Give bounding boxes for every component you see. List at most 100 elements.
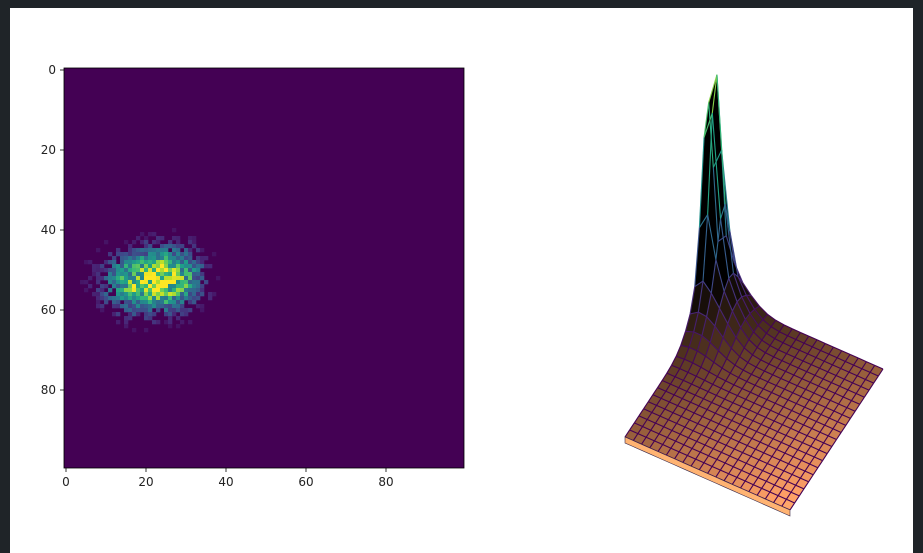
wire-segment — [766, 332, 775, 340]
heatmap-cell — [160, 260, 165, 265]
wire-segment — [723, 473, 730, 482]
wire-segment — [816, 396, 823, 405]
heatmap-cell — [164, 312, 169, 317]
heatmap-cell — [148, 304, 153, 309]
wire-segment — [769, 491, 779, 497]
heatmap-cell — [156, 296, 161, 301]
surface-face — [733, 273, 747, 297]
wire-segment — [756, 424, 762, 432]
wire-segment — [837, 421, 847, 426]
heatmap-cell — [196, 288, 201, 293]
figure-canvas: 0 20 40 60 80 0 20 40 60 80 — [10, 8, 913, 553]
wire-segment — [773, 356, 783, 362]
heatmap-cell — [184, 276, 189, 281]
surface-face — [753, 325, 767, 341]
wire-segment — [773, 495, 779, 504]
wire-segment — [831, 439, 837, 447]
wire-segment — [696, 335, 703, 352]
heatmap-cell — [112, 284, 117, 289]
heatmap-cell — [124, 316, 129, 321]
heatmap-cell — [136, 252, 141, 257]
x-tick-label: 0 — [62, 475, 70, 489]
heatmap-cell — [156, 308, 161, 313]
wire-segment — [833, 410, 843, 416]
wire-segment — [758, 388, 764, 397]
wire-segment — [787, 335, 797, 341]
wire-segment — [679, 433, 689, 439]
wire-segment — [786, 346, 792, 354]
heatmap-cell — [144, 244, 149, 249]
heatmap-cell — [120, 276, 125, 281]
heatmap-cell — [152, 232, 157, 237]
wire-segment — [709, 342, 719, 352]
wire-segment — [749, 308, 755, 314]
wire-segment — [778, 477, 788, 483]
wire-segment — [851, 393, 857, 401]
wire-segment — [753, 325, 759, 333]
wire-segment — [815, 414, 822, 422]
heatmap-cell — [148, 316, 153, 321]
wire-segment — [742, 369, 752, 375]
wire-segment — [720, 444, 727, 453]
wire-segment — [774, 402, 784, 408]
wire-segment — [852, 382, 862, 388]
heatmap-cell — [136, 276, 141, 281]
wire-segment — [746, 374, 752, 382]
heatmap-cell — [156, 260, 161, 265]
wire-segment — [756, 346, 766, 354]
wire-segment — [684, 426, 694, 432]
wire-segment — [770, 326, 780, 333]
wire-segment — [725, 444, 735, 450]
wire-segment — [824, 424, 834, 430]
wire-segment — [849, 353, 859, 359]
wire-segment — [686, 390, 696, 396]
wire-segment — [767, 374, 774, 383]
wire-segment — [743, 339, 750, 349]
wire-segment — [776, 448, 786, 454]
wire-segment — [711, 395, 717, 403]
wire-segment — [690, 401, 700, 407]
surface-face — [731, 337, 745, 357]
wire-segment — [721, 367, 731, 374]
wire-segment — [682, 398, 691, 403]
heatmap-cell — [116, 292, 121, 297]
wire-segment — [665, 447, 672, 456]
wire-segment — [753, 331, 763, 341]
wire-segment — [716, 367, 723, 377]
heatmap-cell — [156, 272, 161, 277]
wire-segment — [643, 408, 653, 413]
wire-segment — [769, 338, 776, 346]
wire-segment — [743, 434, 753, 440]
wire-segment — [760, 423, 770, 429]
heatmap-cell — [168, 288, 173, 293]
heatmap-cell — [168, 292, 173, 297]
surface-face — [732, 301, 746, 328]
heatmap-cell — [140, 304, 145, 309]
heatmap-cell — [136, 304, 141, 309]
wire-segment — [698, 462, 705, 471]
wire-segment — [827, 364, 833, 373]
wire-segment — [707, 391, 717, 396]
wire-segment — [723, 277, 730, 292]
wire-segment — [817, 460, 824, 469]
heatmap-cell — [184, 248, 189, 253]
wire-segment — [750, 455, 760, 461]
wire-segment — [669, 376, 676, 385]
wire-segment — [721, 358, 728, 369]
wire-segment — [697, 281, 704, 313]
wire-segment — [671, 429, 681, 435]
wire-segment — [697, 350, 706, 357]
wire-segment — [869, 365, 876, 373]
wire-segment — [786, 353, 796, 358]
wire-segment — [811, 428, 821, 433]
heatmap-cell — [180, 288, 185, 293]
heatmap-cell — [132, 248, 137, 253]
wire-segment — [790, 420, 796, 429]
wire-segment — [819, 360, 825, 369]
wire-segment — [844, 354, 851, 362]
heatmap-cell — [200, 292, 205, 297]
wire-segment — [681, 391, 688, 399]
heatmap-cell — [108, 252, 113, 257]
wire-segment — [699, 387, 709, 393]
surface-face — [744, 339, 758, 355]
